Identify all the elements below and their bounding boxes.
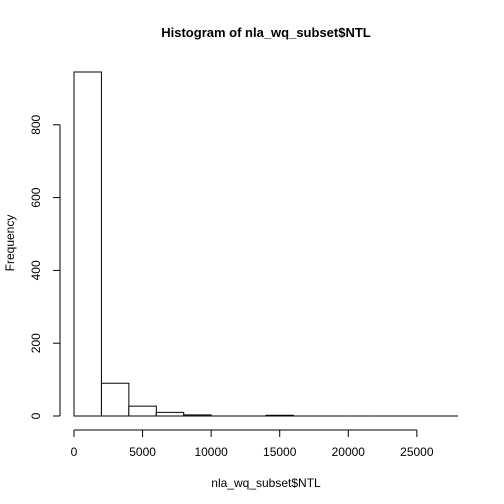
histogram-bars <box>73 71 458 417</box>
x-tick-label: 20000 <box>332 445 366 459</box>
y-tick-label: 600 <box>29 187 43 207</box>
x-tick-label: 10000 <box>194 445 228 459</box>
histogram-bar <box>155 411 185 417</box>
histogram-bar <box>265 414 294 417</box>
histogram-bar <box>183 414 212 417</box>
histogram-bar <box>73 71 102 417</box>
y-axis-label: Frequency <box>3 215 17 272</box>
y-axis: 0 200 400 600 800 <box>29 114 61 419</box>
x-tick-label: 15000 <box>263 445 297 459</box>
y-tick-label: 400 <box>29 260 43 280</box>
x-tick-label: 25000 <box>400 445 434 459</box>
chart-title: Histogram of nla_wq_subset$NTL <box>161 25 371 40</box>
x-axis: 0 5000 10000 15000 20000 25000 <box>71 429 434 459</box>
x-tick-label: 0 <box>71 445 78 459</box>
y-tick-label: 200 <box>29 333 43 353</box>
x-tick-label: 5000 <box>129 445 156 459</box>
y-tick-label: 800 <box>29 114 43 134</box>
x-axis-label: nla_wq_subset$NTL <box>211 476 321 490</box>
histogram-bar <box>100 382 130 417</box>
y-tick-label: 0 <box>29 412 43 419</box>
histogram-bar <box>128 405 157 417</box>
